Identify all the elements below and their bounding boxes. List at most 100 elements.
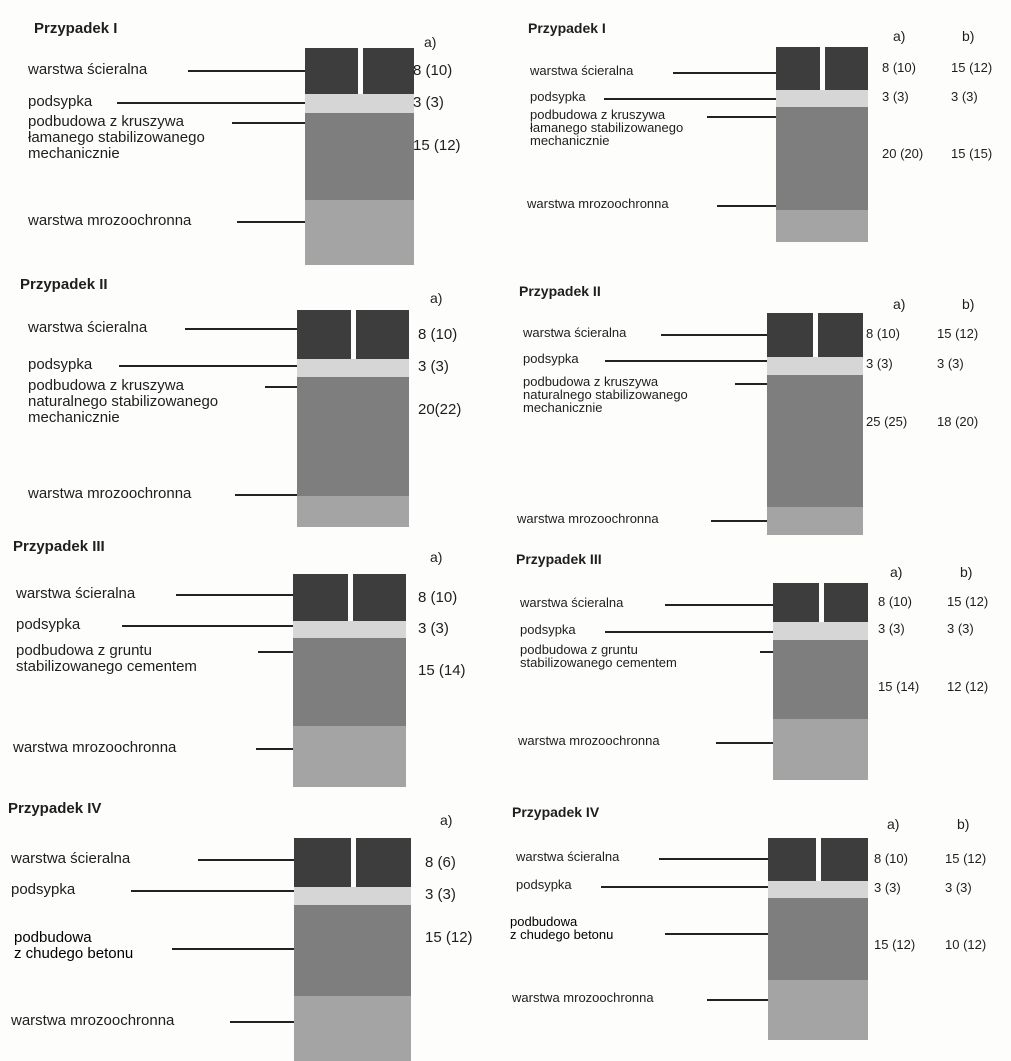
label-base: podbudowa z gruntu stabilizowanego cement… [16, 643, 197, 675]
layer-wearing-course [294, 838, 411, 887]
layer-wearing-course [293, 574, 406, 621]
value-wear-a: 8 (6) [425, 854, 456, 871]
value-wear-a: 8 (10) [413, 62, 453, 79]
value-wear-a: 8 (10) [418, 326, 458, 343]
layer-wearing-course [773, 583, 868, 622]
label-wear: warstwa ścieralna [11, 850, 131, 867]
leader-line-wear [188, 70, 305, 72]
panel-title: Przypadek I [34, 20, 118, 37]
value-base-b: 12 (12) [947, 679, 989, 694]
column-header-a: a) [440, 812, 453, 828]
leader-line-wear [661, 334, 767, 336]
layer-frost-protection [294, 996, 411, 1061]
panel-title: Przypadek III [516, 551, 602, 567]
layer-wearing-course [305, 48, 414, 94]
column-header-a: a) [893, 28, 906, 44]
label-base-line: mechanicznie [28, 409, 120, 426]
label-base: podbudowa z chudego betonu [510, 915, 613, 941]
value-sand-a: 3 (3) [874, 880, 901, 895]
layer-frost-protection [773, 719, 868, 780]
value-wear-b: 15 (12) [947, 594, 989, 609]
label-frost: warstwa mrozoochronna [518, 733, 660, 748]
value-sand-a: 3 (3) [418, 620, 449, 637]
value-wear-a: 8 (10) [878, 594, 912, 609]
layer-bedding [305, 94, 414, 113]
value-base-a: 15 (14) [878, 679, 920, 694]
leader-line-frost [230, 1021, 294, 1023]
layer-wearing-course [768, 838, 868, 881]
label-base: podbudowa z kruszywa naturalnego stabiliz… [28, 378, 218, 426]
value-wear-a: 8 (10) [874, 851, 908, 866]
column-header-a: a) [430, 549, 443, 565]
value-wear-a: 8 (10) [866, 326, 900, 341]
panel-title: Przypadek III [13, 538, 105, 555]
leader-line-sand [122, 625, 293, 627]
label-frost: warstwa mrozoochronna [13, 739, 177, 756]
value-sand-a: 3 (3) [425, 886, 456, 903]
label-frost: warstwa mrozoochronna [512, 990, 654, 1005]
layer-bedding [297, 359, 409, 377]
leader-line-sand [604, 98, 776, 100]
label-wear: warstwa ścieralna [520, 595, 624, 610]
label-sand: podsypka [523, 351, 579, 366]
value-sand-a: 3 (3) [882, 89, 909, 104]
label-base: podbudowa z kruszywa łamanego stabilizowa… [28, 114, 205, 162]
label-wear: warstwa ścieralna [28, 61, 148, 78]
layer-frost-protection [297, 496, 409, 527]
leader-line-sand [605, 631, 773, 633]
value-wear-b: 15 (12) [951, 60, 993, 75]
value-wear-a: 8 (10) [418, 589, 458, 606]
leader-line-base [258, 651, 293, 653]
label-frost: warstwa mrozoochronna [11, 1012, 175, 1029]
label-base-line: podbudowa z kruszywa [523, 374, 659, 389]
column-header-a: a) [424, 34, 437, 50]
layer-base [293, 638, 406, 726]
label-base-line: podbudowa z gruntu [16, 642, 152, 659]
label-frost: warstwa mrozoochronna [517, 511, 659, 526]
panel-title: Przypadek II [20, 276, 108, 293]
label-sand: podsypka [16, 616, 81, 633]
column-header-b: b) [962, 28, 975, 44]
layer-frost-protection [776, 210, 868, 242]
leader-line-sand [601, 886, 768, 888]
leader-line-frost [707, 999, 768, 1001]
column-header-a: a) [430, 290, 443, 306]
value-sand-b: 3 (3) [945, 880, 972, 895]
value-wear-b: 15 (12) [937, 326, 979, 341]
value-base-a: 15 (12) [874, 937, 916, 952]
panel-title: Przypadek IV [512, 804, 600, 820]
value-base-b: 18 (20) [937, 414, 979, 429]
layer-base [773, 640, 868, 719]
layer-base [297, 377, 409, 496]
layer-base [767, 375, 863, 507]
value-wear-b: 15 (12) [945, 851, 987, 866]
leader-line-frost [256, 748, 293, 750]
leader-line-base [735, 383, 767, 385]
label-base: podbudowa z kruszywa łamanego stabilizowa… [530, 108, 683, 147]
value-base-b: 15 (15) [951, 146, 993, 161]
leader-line-base [232, 122, 305, 124]
panel-title: Przypadek IV [8, 800, 102, 817]
leader-line-frost [711, 520, 767, 522]
joint-gap [351, 310, 356, 359]
layer-wearing-course [767, 313, 863, 357]
label-sand: podsypka [516, 877, 572, 892]
label-wear: warstwa ścieralna [516, 849, 620, 864]
label-frost: warstwa mrozoochronna [28, 485, 192, 502]
layer-frost-protection [293, 726, 406, 787]
label-wear: warstwa ścieralna [523, 325, 627, 340]
label-base-line: podbudowa [510, 914, 578, 929]
leader-line-base [665, 933, 768, 935]
joint-gap [813, 313, 818, 357]
value-base-a: 20 (20) [882, 146, 924, 161]
value-base-b: 10 (12) [945, 937, 987, 952]
value-sand-b: 3 (3) [951, 89, 978, 104]
leader-line-frost [237, 221, 305, 223]
label-sand: podsypka [520, 622, 576, 637]
layer-bedding [294, 887, 411, 905]
leader-line-frost [716, 742, 773, 744]
value-sand-a: 3 (3) [413, 94, 444, 111]
joint-gap [358, 48, 363, 94]
leader-line-sand [117, 102, 305, 104]
leader-line-base [760, 651, 773, 653]
